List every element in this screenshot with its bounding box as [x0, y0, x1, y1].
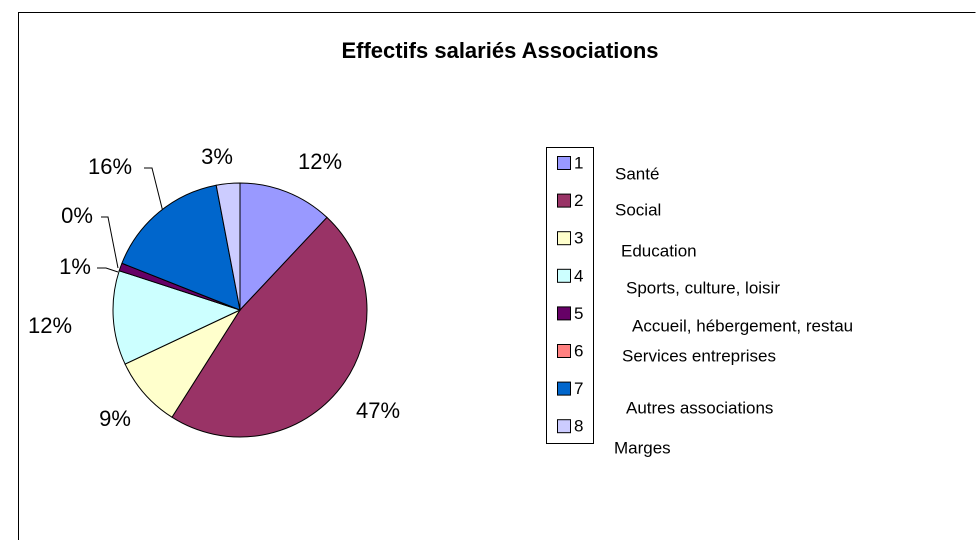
- data-label: 12%: [28, 313, 72, 338]
- legend-label: 1: [574, 153, 583, 172]
- legend-swatch: [557, 381, 571, 396]
- legend-swatch: [557, 306, 571, 321]
- pie-slice: [215, 182, 241, 311]
- pie-slice: [112, 270, 242, 365]
- data-label: 16%: [88, 154, 132, 179]
- annotation: Services entreprises: [622, 346, 776, 365]
- legend-label: 2: [574, 191, 583, 210]
- data-label: 47%: [356, 398, 400, 423]
- pie-slice: [121, 184, 241, 311]
- legend-swatch: [557, 344, 571, 358]
- legend-label: 8: [574, 417, 583, 436]
- annotation: Autres associations: [626, 398, 773, 417]
- legend-label: 4: [574, 266, 583, 285]
- pie-slice: [239, 182, 328, 312]
- legend-box: [546, 147, 594, 444]
- legend-swatch: [557, 156, 571, 170]
- data-label: 12%: [298, 149, 342, 174]
- leaders: [97, 167, 164, 273]
- chart-frame: [18, 12, 976, 540]
- legend-swatch: [557, 231, 571, 246]
- leader-line: [97, 267, 119, 273]
- legend-swatch: [557, 193, 571, 208]
- data-label: 3%: [201, 144, 233, 169]
- legend-label: 3: [574, 229, 583, 248]
- chart-title: Effectifs salariés Associations: [341, 38, 658, 63]
- data-label: 0%: [61, 203, 93, 228]
- legend-label: 5: [574, 304, 583, 323]
- legend-swatch: [557, 268, 571, 283]
- legend-label: 7: [574, 379, 583, 398]
- legend-label: 6: [574, 341, 583, 360]
- annotation: Education: [621, 241, 697, 260]
- pie-slice: [171, 216, 368, 438]
- legend-swatch: [557, 419, 571, 434]
- leader-line: [101, 216, 119, 269]
- annotation: Social: [615, 200, 661, 219]
- annotation: Marges: [614, 438, 671, 457]
- leader-line: [144, 167, 164, 213]
- annotation: Accueil, hébergement, restau: [632, 316, 853, 335]
- data-label: 1%: [59, 254, 91, 279]
- annotation: Sports, culture, loisir: [626, 278, 780, 297]
- annotation: Santé: [615, 164, 659, 183]
- data-label: 9%: [99, 406, 131, 431]
